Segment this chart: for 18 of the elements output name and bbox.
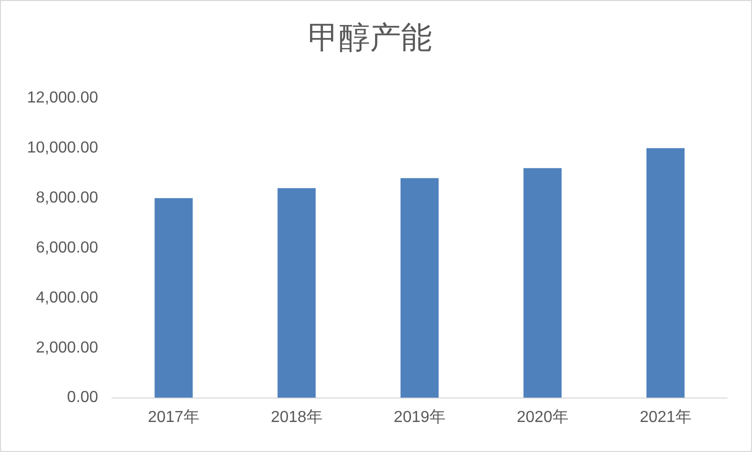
y-tick-label: 10,000.00 [26, 140, 98, 157]
x-tick-label: 2018年 [270, 408, 322, 426]
bar [523, 168, 562, 398]
y-tick-label: 0.00 [67, 389, 98, 406]
y-tick-label: 8,000.00 [36, 189, 98, 206]
y-tick-label: 4,000.00 [36, 289, 98, 306]
x-tick-label: 2017年 [148, 408, 200, 426]
bar [278, 188, 316, 398]
y-tick-label: 2,000.00 [36, 339, 98, 356]
chart-title: 甲醇产能 [308, 20, 432, 56]
y-tick-label: 12,000.00 [26, 90, 98, 107]
bar [646, 148, 685, 398]
x-tick-label: 2019年 [394, 408, 446, 426]
bar [154, 198, 193, 398]
bar [400, 178, 439, 398]
x-tick-label: 2020年 [516, 408, 568, 426]
x-tick-label: 2021年 [640, 408, 692, 426]
y-tick-label: 6,000.00 [36, 239, 98, 256]
